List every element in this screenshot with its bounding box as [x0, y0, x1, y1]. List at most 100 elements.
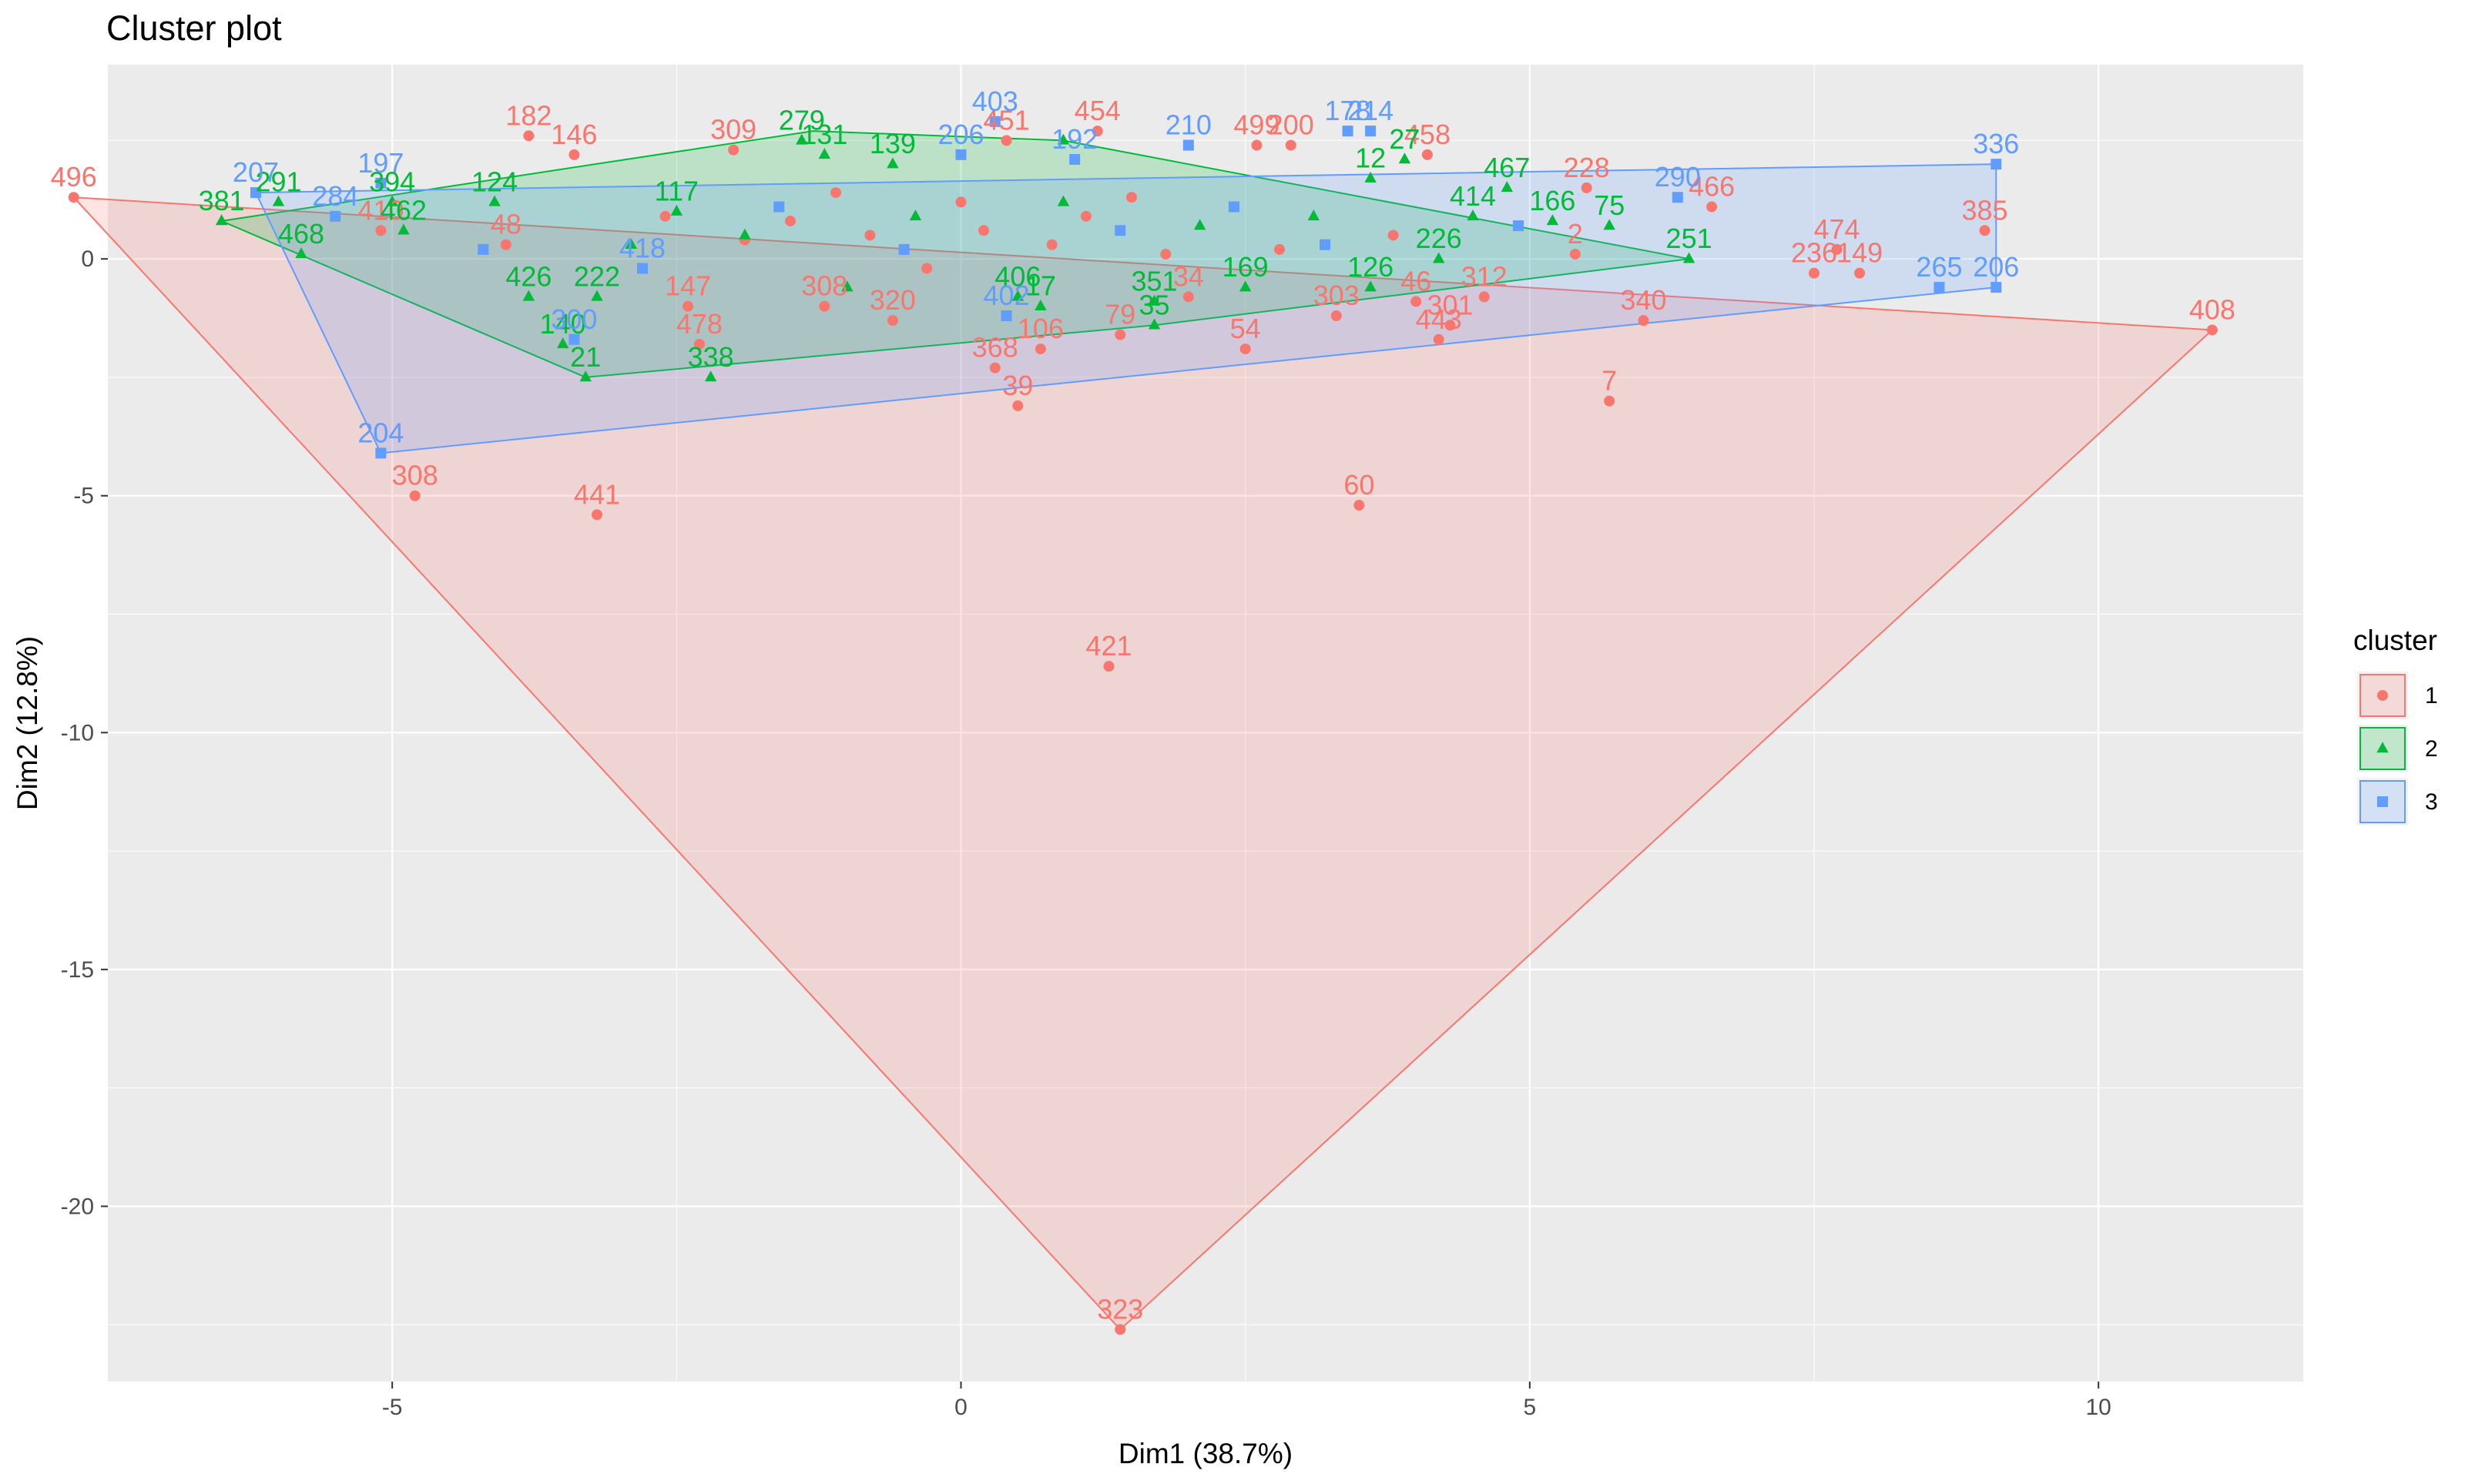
point-label: 454 — [1075, 95, 1121, 126]
cluster-1-point — [978, 225, 990, 236]
cluster-3-point — [375, 177, 387, 189]
point-label: 462 — [381, 194, 427, 226]
point-label: 21 — [570, 341, 601, 373]
point-label: 106 — [1018, 313, 1064, 344]
point-label: 351 — [1132, 266, 1178, 297]
point-label: 309 — [710, 114, 756, 146]
cluster-2-point — [488, 195, 501, 206]
point-label: 197 — [357, 147, 404, 179]
cluster-3-point — [898, 243, 910, 255]
point-label: 210 — [1165, 109, 1212, 141]
point-label: 124 — [471, 166, 518, 197]
cluster-2-point — [579, 370, 592, 382]
point-label: 291 — [255, 166, 301, 197]
cluster-1-point — [955, 196, 967, 208]
cluster-3-point — [1320, 239, 1331, 250]
point-label: 408 — [2189, 293, 2235, 325]
cluster-1-point — [1387, 229, 1399, 241]
point-label: 35 — [1139, 289, 1170, 320]
point-label: 394 — [369, 166, 415, 197]
point-label: 406 — [994, 260, 1041, 292]
cluster-1-point — [1160, 249, 1172, 260]
cluster-1-point — [1809, 267, 1820, 279]
cluster-1-point — [1273, 243, 1285, 255]
cluster-1-point — [68, 192, 79, 203]
cluster-3-point — [1990, 282, 2002, 293]
cluster-1-point — [1092, 126, 1103, 137]
point-label: 147 — [665, 270, 711, 302]
cluster-3-point — [250, 187, 261, 199]
cluster-3-point — [1513, 220, 1524, 232]
cluster-3-point — [1069, 154, 1081, 166]
point-label: 290 — [1655, 161, 1701, 193]
cluster-2-point — [625, 237, 637, 249]
cluster-1-point — [864, 229, 876, 241]
point-label: 75 — [1594, 189, 1625, 221]
cluster-1-point — [830, 187, 842, 199]
x-tick-label: -5 — [382, 1395, 403, 1420]
cluster-1-point — [568, 149, 580, 160]
cluster-1-point — [785, 215, 797, 226]
legend-key-marker — [2376, 742, 2389, 753]
point-label: 323 — [1097, 1293, 1143, 1325]
cluster-1-point — [1103, 661, 1115, 672]
cluster-1-point — [1478, 291, 1490, 303]
x-axis-ticks: -5 0 5 10 — [382, 1382, 2111, 1420]
cluster-2-point — [215, 214, 228, 226]
point-label: 192 — [1051, 123, 1098, 155]
cluster-1-point — [1638, 315, 1649, 327]
y-tick-label: -20 — [61, 1194, 94, 1219]
point-label: 34 — [1173, 260, 1204, 292]
point-label: 140 — [540, 308, 586, 340]
point-label: 458 — [1404, 119, 1450, 150]
point-label: 474 — [1814, 213, 1860, 245]
cluster-1-point — [1353, 500, 1365, 511]
plot-title: Cluster plot — [106, 8, 282, 48]
cluster-2-point — [1364, 171, 1377, 183]
legend-item-3: 3 — [2357, 778, 2438, 826]
cluster-2-point — [1011, 290, 1025, 301]
point-label: 169 — [1222, 251, 1269, 283]
point-label: 426 — [505, 260, 552, 292]
y-tick-label: 0 — [81, 246, 94, 272]
cluster-3-point — [1342, 126, 1353, 137]
cluster-1-point — [1444, 320, 1456, 331]
point-label: 27 — [1389, 123, 1420, 155]
point-label: 499 — [1233, 109, 1279, 141]
point-label: 251 — [1666, 223, 1712, 254]
x-tick-label: 5 — [1524, 1395, 1537, 1420]
point-label: 178 — [1325, 95, 1371, 126]
cluster-1-point — [409, 490, 421, 501]
point-label: 451 — [984, 104, 1030, 136]
cluster-2-point — [522, 290, 535, 301]
point-label: 166 — [1529, 185, 1575, 216]
cluster-3-point — [1990, 159, 2002, 170]
point-label: 418 — [619, 232, 666, 263]
point-label: 12 — [1355, 142, 1386, 174]
cluster-1-point — [1831, 243, 1843, 255]
cluster-3-point — [955, 149, 967, 160]
cluster-3-point — [1182, 139, 1194, 151]
cluster-1-hull — [72, 196, 2215, 1331]
cluster-1-point — [921, 263, 933, 274]
y-tick-label: -10 — [61, 720, 94, 745]
point-label: 443 — [1416, 303, 1462, 335]
legend-item-1: 1 — [2357, 672, 2438, 719]
point-labels: 4963084414216040873403234741492363854662… — [51, 85, 2235, 1325]
cluster-3-point — [773, 201, 785, 213]
cluster-1-point — [989, 362, 1001, 374]
cluster-2-point — [909, 209, 922, 221]
point-label: 236 — [1791, 237, 1837, 269]
point-label: 466 — [1689, 171, 1735, 203]
cluster-2-point — [841, 280, 854, 292]
cluster-3-point — [1365, 126, 1377, 137]
point-label: 204 — [357, 417, 404, 448]
point-label: 48 — [491, 209, 522, 240]
cluster-1-point — [591, 509, 602, 521]
point-label: 340 — [1620, 284, 1666, 316]
cluster-3-point — [1228, 201, 1239, 213]
cluster-2-point — [1682, 252, 1695, 263]
point-label: 410 — [357, 194, 404, 226]
cluster-2-point — [1433, 252, 1445, 263]
cluster-3-point — [330, 210, 341, 222]
